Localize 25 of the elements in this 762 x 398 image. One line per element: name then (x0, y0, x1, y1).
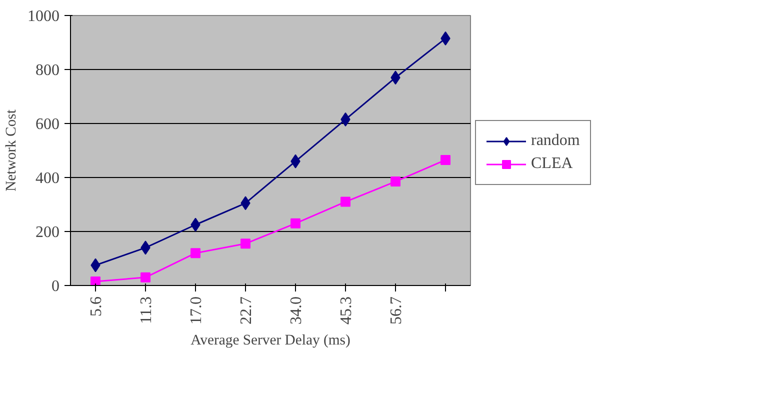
point (290, 218, 300, 228)
point (240, 238, 250, 249)
x-tick-label: 34.0 (288, 296, 305, 324)
legend-label: random (531, 132, 580, 150)
point (340, 196, 350, 207)
y-tick-label: 600 (36, 116, 60, 133)
y-tick-label: 400 (36, 170, 60, 187)
x-tick-label: 22.7 (238, 296, 255, 324)
x-tick-label: 11.3 (138, 296, 155, 324)
point (90, 276, 100, 286)
point (140, 272, 150, 282)
x-tick-label: 17.0 (188, 296, 205, 324)
x-tick-label: 45.3 (338, 296, 355, 324)
point (190, 248, 200, 258)
point (390, 176, 400, 187)
y-tick-label: 200 (36, 224, 60, 241)
x-axis-title: Average Server Delay (ms) (190, 332, 350, 348)
x-tick-label: 56.7 (388, 296, 405, 324)
legend-label: CLEA (531, 155, 573, 173)
x-tick-label: 5.6 (88, 296, 105, 316)
y-tick-label: 0 (52, 278, 60, 295)
y-tick-label: 1000 (28, 8, 60, 25)
y-tick-label: 800 (36, 62, 60, 79)
point (440, 154, 450, 165)
y-axis-title: Network Cost (4, 110, 20, 192)
